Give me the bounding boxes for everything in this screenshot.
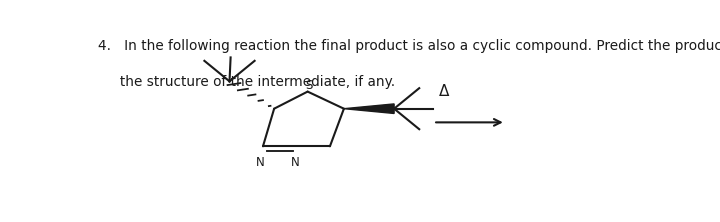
- Text: N: N: [291, 156, 300, 169]
- Text: the structure of the intermediate, if any.: the structure of the intermediate, if an…: [99, 75, 395, 89]
- Text: S: S: [305, 79, 313, 92]
- Text: N: N: [256, 156, 264, 169]
- Text: Δ: Δ: [439, 84, 449, 99]
- Text: 4.   In the following reaction the final product is also a cyclic compound. Pred: 4. In the following reaction the final p…: [99, 39, 720, 53]
- Polygon shape: [344, 104, 394, 113]
